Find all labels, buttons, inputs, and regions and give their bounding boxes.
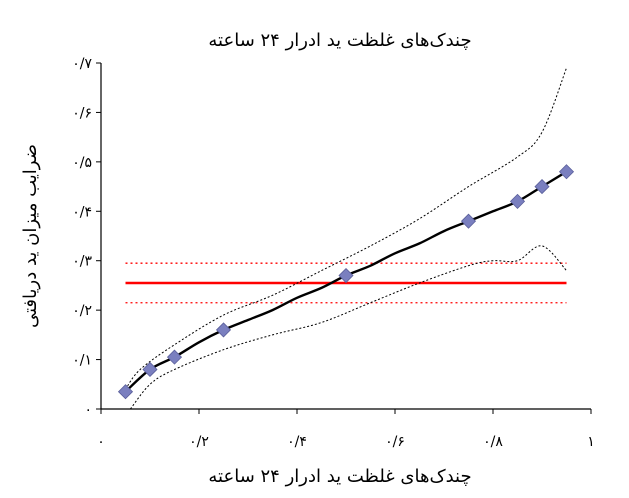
- data-point-marker: [338, 267, 354, 284]
- y-axis-label: ضرایب میزان ید دریافتی: [20, 144, 41, 328]
- x-tick-label: ۰/۲: [189, 434, 209, 450]
- lower-ci-curve: [130, 245, 567, 410]
- x-tick-label: ۰: [97, 434, 105, 450]
- chart-title: چندک‌های غلظت ید ادرار ۲۴ ساعته: [208, 30, 471, 51]
- x-tick-label: ۱: [587, 434, 595, 450]
- x-tick-label: ۰/۴: [287, 434, 307, 450]
- data-point-marker: [166, 349, 183, 365]
- y-tick-label: ۰/۷: [72, 56, 92, 72]
- y-tick-label: ۰/۱: [72, 353, 92, 369]
- data-point-marker: [534, 179, 550, 195]
- y-tick-label: ۰/۶: [72, 105, 92, 121]
- x-tick-label: ۰/۶: [385, 434, 405, 450]
- y-tick-label: ۰: [84, 402, 92, 418]
- y-tick-label: ۰/۴: [72, 204, 92, 220]
- data-point-marker: [142, 361, 158, 378]
- data-point-marker: [460, 213, 477, 229]
- data-point-marker: [558, 164, 575, 180]
- plot-area: ۰ ۰/۱ ۰/۲ ۰/۳ ۰/۴ ۰/۵ ۰/۶ ۰/۷ ۰ ۰/۲ ۰/۴ ۰/۶ ۰/۸ ۱: [72, 56, 595, 450]
- upper-ci-curve: [125, 67, 567, 390]
- y-tick-label: ۰/۲: [72, 303, 92, 319]
- data-point-marker: [117, 384, 134, 400]
- x-tick-label: ۰/۸: [483, 434, 503, 450]
- data-point-marker: [509, 193, 526, 209]
- y-tick-label: ۰/۵: [72, 155, 92, 171]
- y-tick-label: ۰/۳: [72, 254, 92, 270]
- data-point-marker: [215, 322, 232, 338]
- x-axis-label: چندک‌های غلظت ید ادرار ۲۴ ساعته: [208, 466, 471, 487]
